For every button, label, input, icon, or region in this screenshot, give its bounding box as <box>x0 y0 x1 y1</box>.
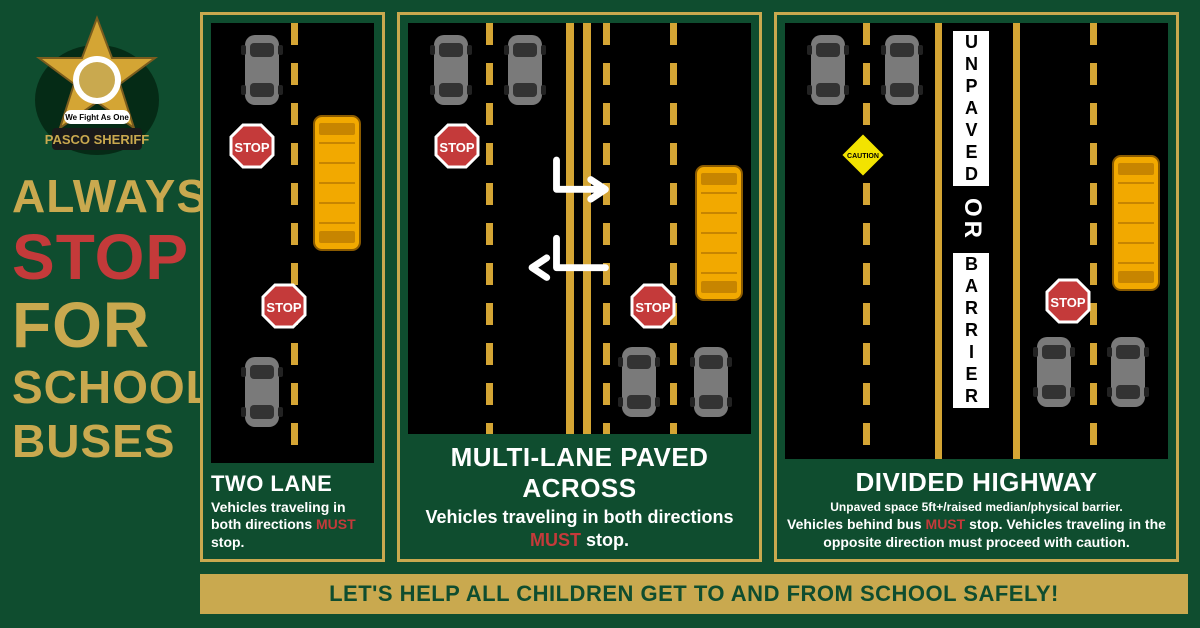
caption-title: MULTI-LANE PAVED ACROSS <box>408 442 751 504</box>
car-icon <box>241 353 283 431</box>
panel-divided-highway: UNPAVED BARRIER OR STOP CAUTION DIVIDED HIGH… <box>774 12 1179 562</box>
road-divided-highway: UNPAVED BARRIER OR STOP CAUTION <box>785 23 1168 459</box>
lane-solid <box>935 23 942 459</box>
footer-text: LET'S HELP ALL CHILDREN GET TO AND FROM … <box>329 581 1059 607</box>
car-icon <box>807 31 849 109</box>
stop-sign-icon: STOP <box>261 283 307 329</box>
svg-text:STOP: STOP <box>1050 295 1085 310</box>
infographic-container: PASCO SHERIFF We Fight As One ALWAYS STO… <box>0 0 1200 628</box>
panel-two-lane: STOP STOP TWO LANE Vehicles traveling in … <box>200 12 385 562</box>
caption-multi-lane: MULTI-LANE PAVED ACROSS Vehicles traveli… <box>408 434 751 551</box>
caption-two-lane: TWO LANE Vehicles traveling in both dire… <box>211 463 374 552</box>
lane-dash <box>863 23 870 459</box>
caption-sub: Vehicles behind bus MUST stop. Vehicles … <box>785 516 1168 551</box>
svg-text:STOP: STOP <box>234 140 269 155</box>
caption-sub: Vehicles traveling in both directions MU… <box>211 499 374 552</box>
stop-sign-icon: STOP <box>1045 278 1091 324</box>
caption-sub: Vehicles traveling in both directions MU… <box>408 506 751 551</box>
caption-title: DIVIDED HIGHWAY <box>785 467 1168 498</box>
title-for: FOR <box>12 295 195 356</box>
car-icon <box>881 31 923 109</box>
stop-sign-icon: STOP <box>229 123 275 169</box>
svg-text:We Fight As One: We Fight As One <box>65 113 129 122</box>
footer-bar: LET'S HELP ALL CHILDREN GET TO AND FROM … <box>200 574 1188 614</box>
median-label: UNPAVED <box>953 31 989 186</box>
lane-solid <box>1013 23 1020 459</box>
panel-row: STOP STOP TWO LANE Vehicles traveling in … <box>200 12 1188 562</box>
road-multi-lane: STOPSTOP <box>408 23 751 434</box>
sheriff-badge: PASCO SHERIFF We Fight As One <box>12 10 182 170</box>
title-school: SCHOOL <box>12 366 195 410</box>
title-buses: BUSES <box>12 420 195 464</box>
caption-title: TWO LANE <box>211 471 374 497</box>
left-column: PASCO SHERIFF We Fight As One ALWAYS STO… <box>0 0 195 628</box>
road-two-lane: STOP STOP <box>211 23 374 463</box>
svg-text:CAUTION: CAUTION <box>847 153 879 160</box>
bus-icon <box>1110 153 1162 293</box>
svg-text:STOP: STOP <box>266 300 301 315</box>
car-icon <box>241 31 283 109</box>
title-block: ALWAYS STOP FOR SCHOOL BUSES <box>12 175 195 464</box>
title-stop: STOP <box>12 227 195 288</box>
median-or: OR <box>958 198 986 242</box>
svg-text:PASCO SHERIFF: PASCO SHERIFF <box>45 132 150 147</box>
caption-small: Unpaved space 5ft+/raised median/physica… <box>785 500 1168 514</box>
lane-dash <box>1090 23 1097 459</box>
lane-dash <box>291 23 298 463</box>
caption-divided-highway: DIVIDED HIGHWAY Unpaved space 5ft+/raise… <box>785 459 1168 551</box>
turn-arrow-icon <box>408 23 751 434</box>
caution-sign-icon: CAUTION <box>839 131 887 179</box>
panel-multi-lane: STOPSTOP MULTI-LANE PAVED ACROSS Vehicle… <box>397 12 762 562</box>
panels-area: STOP STOP TWO LANE Vehicles traveling in … <box>195 0 1200 628</box>
median-label: BARRIER <box>953 253 989 408</box>
title-always: ALWAYS <box>12 175 195 219</box>
badge-icon: PASCO SHERIFF We Fight As One <box>12 10 182 170</box>
car-icon <box>1033 333 1075 411</box>
bus-icon <box>311 113 363 253</box>
car-icon <box>1107 333 1149 411</box>
